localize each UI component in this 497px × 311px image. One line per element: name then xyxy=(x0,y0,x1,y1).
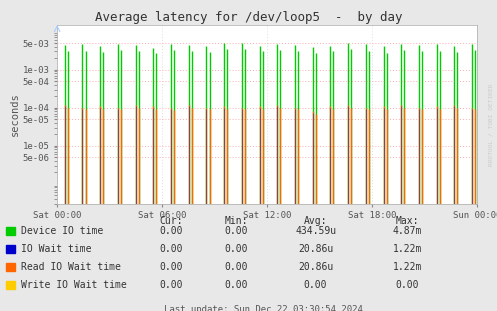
Text: 4.87m: 4.87m xyxy=(393,226,422,236)
Text: 0.00: 0.00 xyxy=(304,281,328,290)
Text: Last update: Sun Dec 22 03:30:54 2024: Last update: Sun Dec 22 03:30:54 2024 xyxy=(164,305,363,311)
Text: 0.00: 0.00 xyxy=(224,262,248,272)
Text: 1.22m: 1.22m xyxy=(393,244,422,254)
Text: 1.22m: 1.22m xyxy=(393,262,422,272)
Text: RRDTOOL / TOBI OETIKER: RRDTOOL / TOBI OETIKER xyxy=(488,83,493,166)
Text: 0.00: 0.00 xyxy=(224,281,248,290)
Text: 20.86u: 20.86u xyxy=(298,262,333,272)
Y-axis label: seconds: seconds xyxy=(10,92,20,136)
Text: Avg:: Avg: xyxy=(304,216,328,226)
Text: 0.00: 0.00 xyxy=(160,226,183,236)
Text: 0.00: 0.00 xyxy=(160,281,183,290)
Text: Cur:: Cur: xyxy=(160,216,183,226)
Text: 434.59u: 434.59u xyxy=(295,226,336,236)
Text: 0.00: 0.00 xyxy=(160,244,183,254)
Text: Read IO Wait time: Read IO Wait time xyxy=(21,262,121,272)
Text: 0.00: 0.00 xyxy=(224,226,248,236)
Text: Average latency for /dev/loop5  -  by day: Average latency for /dev/loop5 - by day xyxy=(95,11,402,24)
Text: 0.00: 0.00 xyxy=(224,244,248,254)
Text: IO Wait time: IO Wait time xyxy=(21,244,92,254)
Text: 20.86u: 20.86u xyxy=(298,244,333,254)
Text: Min:: Min: xyxy=(224,216,248,226)
Text: Write IO Wait time: Write IO Wait time xyxy=(21,281,127,290)
Text: Max:: Max: xyxy=(396,216,419,226)
Text: Device IO time: Device IO time xyxy=(21,226,103,236)
Text: 0.00: 0.00 xyxy=(396,281,419,290)
Text: 0.00: 0.00 xyxy=(160,262,183,272)
